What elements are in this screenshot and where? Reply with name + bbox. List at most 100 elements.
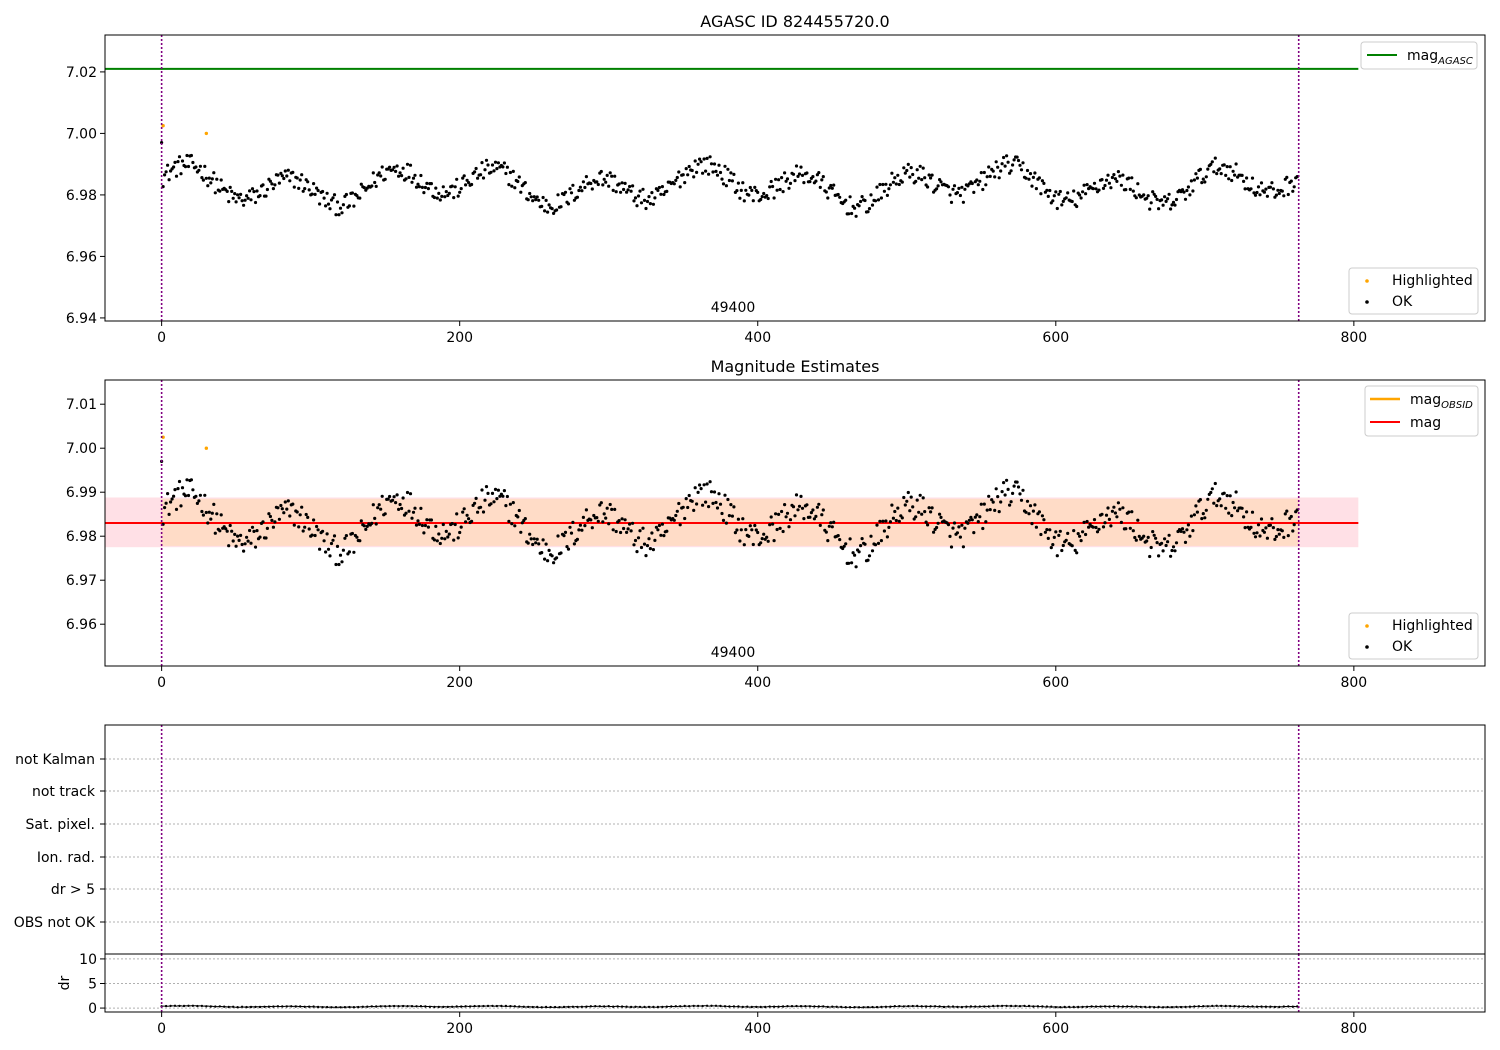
agasc-point bbox=[1183, 197, 1188, 201]
estimates-point bbox=[808, 515, 812, 519]
agasc-point bbox=[891, 180, 896, 184]
dr-point bbox=[1068, 1005, 1071, 1009]
dr-point bbox=[1211, 1004, 1214, 1008]
agasc-point bbox=[250, 187, 255, 191]
agasc-point bbox=[425, 181, 429, 185]
agasc-point bbox=[201, 178, 205, 182]
agasc-point bbox=[383, 177, 387, 181]
agasc-highlighted-point bbox=[204, 131, 209, 136]
agasc-point bbox=[599, 169, 603, 174]
estimates-point bbox=[768, 523, 772, 527]
agasc-point bbox=[204, 176, 208, 180]
estimates-point bbox=[735, 528, 739, 532]
agasc-point bbox=[690, 168, 694, 173]
estimates-point bbox=[1222, 491, 1226, 495]
estimates-point bbox=[952, 521, 957, 525]
legend-highlighted-label-2: Highlighted bbox=[1392, 618, 1473, 634]
estimates-point bbox=[1136, 518, 1140, 522]
dr-point bbox=[983, 1005, 986, 1008]
agasc-point bbox=[653, 196, 657, 200]
estimates-point bbox=[407, 509, 411, 513]
agasc-point bbox=[338, 206, 343, 210]
dr-point bbox=[482, 1004, 485, 1008]
estimates-point bbox=[577, 528, 581, 532]
agasc-point bbox=[1072, 189, 1076, 193]
agasc-point bbox=[982, 170, 986, 175]
estimates-point bbox=[164, 501, 168, 505]
agasc-point bbox=[978, 179, 982, 183]
dr-point bbox=[303, 1005, 306, 1008]
agasc-point bbox=[1058, 189, 1062, 194]
agasc-point bbox=[951, 187, 955, 191]
agasc-point bbox=[821, 175, 825, 179]
agasc-point bbox=[1164, 199, 1168, 203]
dr-point bbox=[536, 1005, 539, 1009]
estimates-point bbox=[647, 537, 651, 541]
dr-axis-label: dr bbox=[57, 975, 73, 990]
dr-point bbox=[294, 1005, 297, 1008]
estimates-point bbox=[690, 499, 694, 503]
agasc-point bbox=[1048, 188, 1052, 193]
estimates-point bbox=[1127, 510, 1131, 514]
agasc-point bbox=[166, 163, 170, 167]
agasc-point bbox=[683, 181, 687, 185]
estimates-point bbox=[1128, 526, 1132, 530]
estimates-point bbox=[608, 502, 612, 507]
estimates-point bbox=[785, 511, 790, 515]
dr-point bbox=[433, 1005, 436, 1009]
agasc-point bbox=[1163, 195, 1167, 199]
estimates-point bbox=[172, 494, 176, 498]
dr-point bbox=[643, 1005, 646, 1009]
estimates-point bbox=[1005, 478, 1009, 482]
agasc-point bbox=[1240, 173, 1244, 177]
estimates-point bbox=[358, 539, 362, 543]
estimates-point bbox=[747, 534, 751, 539]
dr-point bbox=[428, 1005, 432, 1008]
estimates-point bbox=[677, 501, 681, 506]
dr-xtick-label: 600 bbox=[1042, 1021, 1069, 1037]
agasc-point bbox=[502, 161, 506, 165]
agasc-point bbox=[411, 176, 416, 180]
agasc-point bbox=[675, 175, 679, 180]
estimates-point bbox=[596, 519, 600, 523]
dr-point bbox=[844, 1006, 847, 1009]
dr-point bbox=[781, 1005, 785, 1008]
agasc-point bbox=[450, 184, 454, 188]
estimates-point bbox=[505, 494, 509, 499]
estimates-point bbox=[778, 526, 782, 531]
estimates-point bbox=[326, 547, 331, 551]
dr-point bbox=[1175, 1005, 1178, 1009]
dr-point bbox=[1188, 1005, 1192, 1008]
agasc-point bbox=[698, 157, 702, 161]
agasc-point bbox=[523, 181, 527, 185]
estimates-point bbox=[885, 535, 890, 539]
estimates-point bbox=[732, 505, 736, 509]
agasc-point bbox=[1174, 197, 1179, 202]
estimates-point bbox=[926, 523, 930, 527]
estimates-point bbox=[306, 515, 310, 520]
estimates-point bbox=[620, 517, 624, 521]
agasc-point bbox=[1218, 167, 1222, 171]
estimates-point bbox=[1167, 533, 1171, 537]
estimates-point bbox=[817, 502, 821, 506]
estimates-ytick-label: 6.98 bbox=[66, 529, 97, 545]
agasc-point bbox=[507, 183, 511, 187]
estimates-point bbox=[750, 528, 754, 532]
estimates-point bbox=[404, 511, 408, 515]
estimates-point bbox=[365, 524, 369, 529]
agasc-point bbox=[1282, 194, 1286, 198]
agasc-point bbox=[799, 165, 803, 169]
agasc-point bbox=[261, 183, 265, 187]
estimates-point bbox=[1042, 518, 1046, 522]
dr-point bbox=[933, 1005, 937, 1008]
agasc-point bbox=[493, 160, 498, 164]
estimates-point bbox=[592, 513, 596, 518]
agasc-xtick-label: 400 bbox=[744, 330, 771, 346]
agasc-point bbox=[602, 177, 606, 181]
estimates-point bbox=[1230, 514, 1234, 518]
agasc-point bbox=[879, 196, 884, 200]
estimates-point bbox=[1209, 490, 1213, 495]
estimates-point bbox=[578, 523, 583, 527]
estimates-point bbox=[1280, 529, 1284, 533]
agasc-point bbox=[684, 167, 688, 171]
